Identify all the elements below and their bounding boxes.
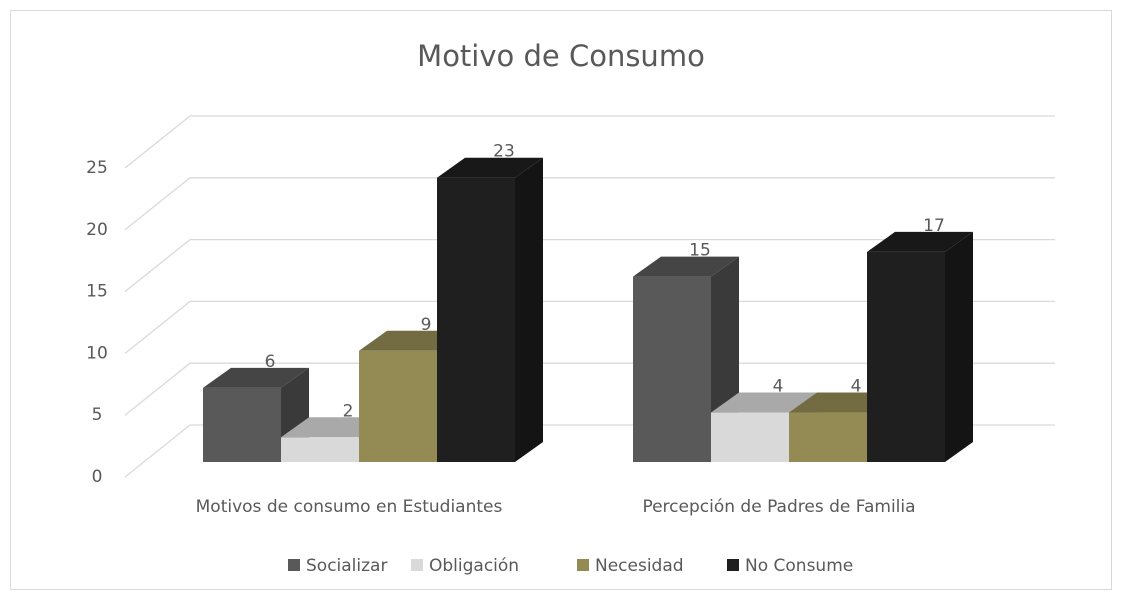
bar: [633, 276, 711, 462]
grid-line: [124, 300, 1055, 354]
legend-swatch: [411, 559, 423, 571]
data-label: 23: [493, 142, 515, 162]
bar: [281, 437, 359, 462]
data-label: 9: [421, 315, 432, 335]
x-tick-label: Percepción de Padres de Familia: [642, 497, 915, 517]
data-label: 15: [689, 241, 711, 261]
bar-top: [867, 231, 973, 252]
data-label: 2: [343, 401, 354, 421]
bar-side: [515, 157, 543, 462]
legend-label: Socializar: [306, 556, 387, 576]
chart-title: Motivo de Consumo: [417, 39, 705, 73]
legend-label: No Consume: [745, 556, 853, 576]
bar: [789, 412, 867, 462]
grid-line: [124, 238, 1055, 293]
bar-top: [633, 256, 739, 277]
legend-label: Obligación: [429, 556, 519, 576]
data-label: 6: [265, 352, 276, 372]
legend-swatch: [727, 559, 739, 571]
grid-line: [124, 177, 1055, 231]
y-tick-label: 20: [86, 220, 108, 240]
grid-line: [124, 362, 1055, 416]
bar-side: [945, 231, 973, 462]
bar: [867, 251, 945, 462]
y-tick-label: 5: [92, 405, 103, 425]
legend-swatch: [288, 559, 300, 571]
data-label: 17: [923, 216, 945, 236]
data-label: 4: [851, 377, 862, 397]
bar: [437, 177, 515, 462]
bar-top: [203, 367, 309, 388]
bar: [359, 350, 437, 462]
legend-swatch: [577, 559, 589, 571]
bar-top: [437, 157, 543, 178]
x-tick-label: Motivos de consumo en Estudiantes: [196, 497, 503, 517]
y-tick-label: 25: [86, 158, 108, 178]
data-label: 4: [773, 377, 784, 397]
grid-line: [124, 115, 1055, 169]
y-tick-label: 10: [86, 343, 108, 363]
y-tick-label: 15: [86, 282, 108, 302]
y-tick-label: 0: [92, 467, 103, 487]
bar: [711, 412, 789, 462]
legend-label: Necesidad: [595, 556, 684, 576]
bar-top: [711, 392, 817, 413]
bar: [203, 387, 281, 462]
